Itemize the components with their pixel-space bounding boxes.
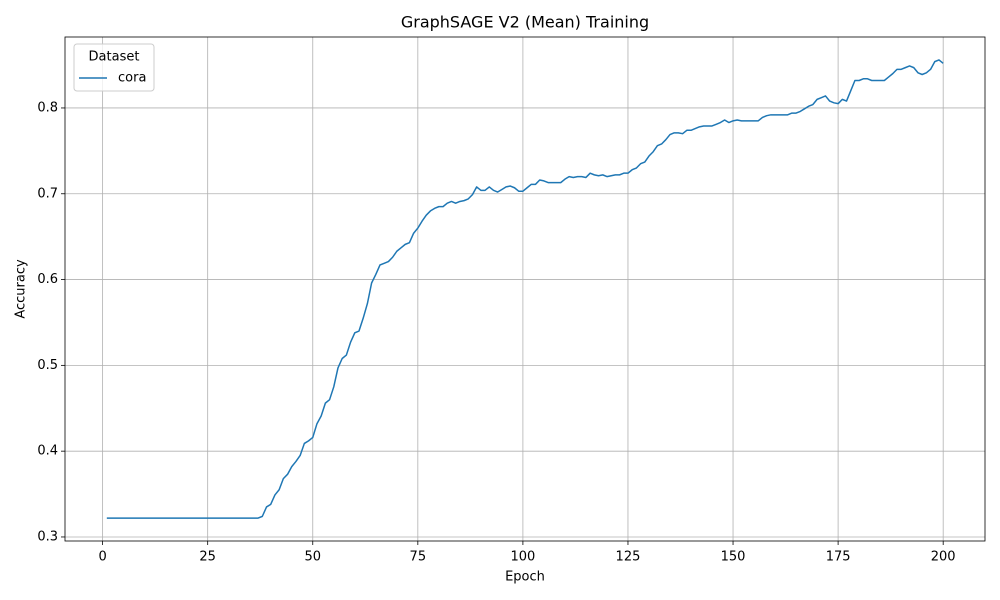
y-tick-label: 0.8 xyxy=(37,100,58,115)
y-tick-label: 0.6 xyxy=(37,272,58,287)
y-tick-label: 0.7 xyxy=(37,186,58,201)
data-line xyxy=(106,59,944,519)
x-tick-label: 175 xyxy=(826,550,851,565)
x-tick-label: 125 xyxy=(616,550,641,565)
x-axis-label: Epoch xyxy=(505,570,545,585)
plot-area xyxy=(106,59,944,519)
axes-frame xyxy=(64,36,986,542)
y-axis-label: Accuracy xyxy=(14,259,29,319)
legend-title: Dataset xyxy=(89,50,140,65)
legend-box xyxy=(73,43,155,92)
x-tick-label: 75 xyxy=(410,550,427,565)
x-tick-label: 150 xyxy=(721,550,746,565)
legend-label: cora xyxy=(118,71,146,86)
legend: Dataset cora xyxy=(73,43,155,92)
ticks: 0 25 50 75 100 125 150 175 200 0.3 0.4 0.5 0.6 0.7 0.8 xyxy=(37,100,955,564)
x-tick-label: 50 xyxy=(304,550,321,565)
x-tick-label: 200 xyxy=(931,550,956,565)
x-tick-label: 0 xyxy=(98,550,106,565)
y-tick-label: 0.3 xyxy=(37,529,58,544)
x-tick-label: 100 xyxy=(510,550,535,565)
y-tick-label: 0.4 xyxy=(37,444,58,459)
grid xyxy=(65,37,985,541)
chart-title: GraphSAGE V2 (Mean) Training xyxy=(401,13,649,32)
y-tick-label: 0.5 xyxy=(37,358,58,373)
x-tick-label: 25 xyxy=(199,550,216,565)
